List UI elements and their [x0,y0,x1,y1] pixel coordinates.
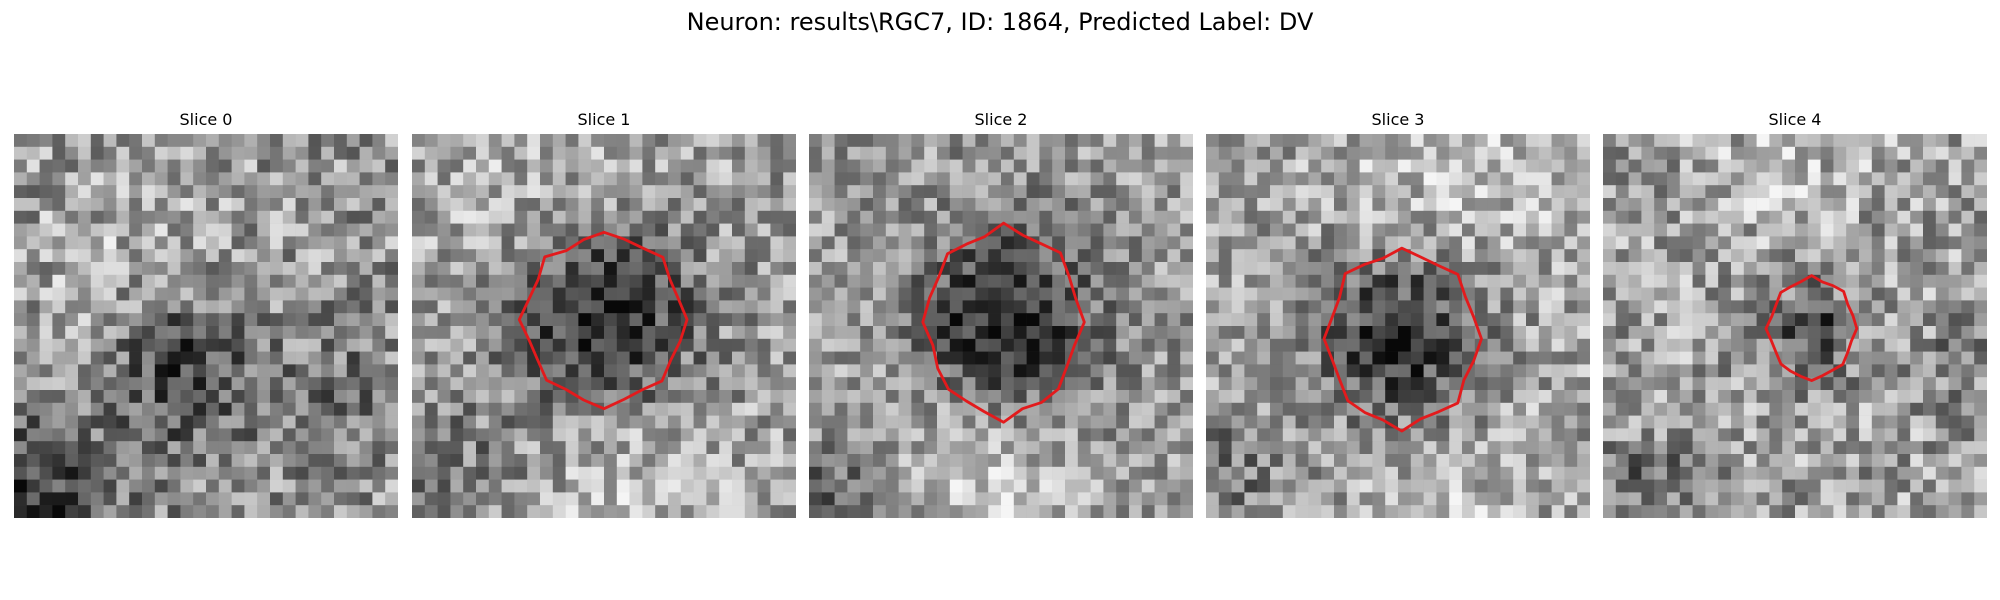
grayscale-slice-image [1206,134,1590,518]
cell-contour-outline [921,221,1086,424]
slice-image [14,134,398,518]
grayscale-slice-image [412,134,796,518]
cell-contour-outline [1764,274,1859,382]
slice-panel-3: Slice 3 [1206,110,1590,520]
slice-title: Slice 3 [1371,110,1425,129]
slice-image [809,134,1193,518]
slice-title: Slice 2 [974,110,1028,129]
slice-title: Slice 4 [1768,110,1822,129]
grayscale-slice-image [1603,134,1987,518]
slice-image [1603,134,1987,518]
slice-panel-2: Slice 2 [809,110,1193,520]
slice-image [1206,134,1590,518]
slice-title: Slice 1 [577,110,631,129]
cell-contour-outline [517,230,689,411]
slice-panel-1: Slice 1 [412,110,796,520]
slice-panel-0: Slice 0 [14,110,398,520]
slice-title: Slice 0 [179,110,233,129]
figure-title: Neuron: results\RGC7, ID: 1864, Predicte… [686,8,1314,36]
grayscale-slice-image [809,134,1193,518]
slice-image [412,134,796,518]
cell-contour-outline [1322,246,1483,433]
grayscale-slice-image [14,134,398,518]
slice-panel-4: Slice 4 [1603,110,1987,520]
